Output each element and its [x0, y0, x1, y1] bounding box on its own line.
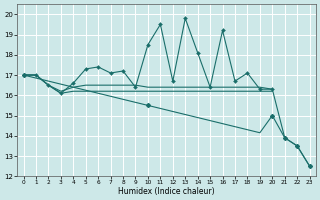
X-axis label: Humidex (Indice chaleur): Humidex (Indice chaleur)	[118, 187, 215, 196]
